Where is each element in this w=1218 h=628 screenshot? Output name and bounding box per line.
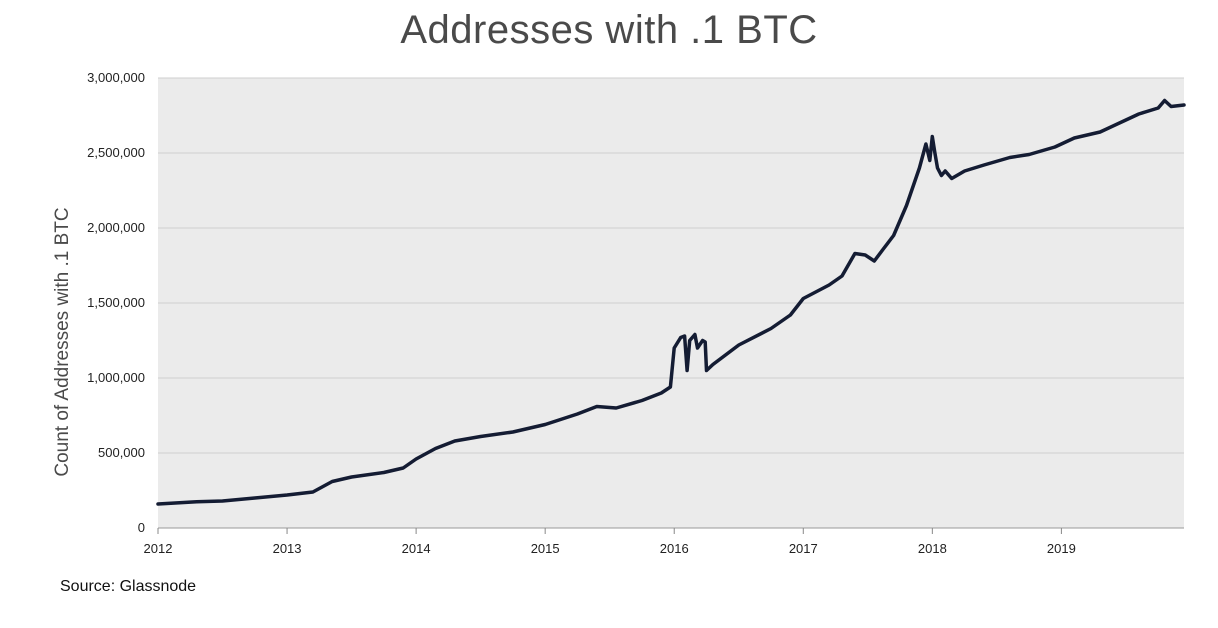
x-tick-label: 2013 [273, 541, 302, 556]
y-tick-label: 3,000,000 [87, 70, 145, 85]
x-tick-label: 2014 [402, 541, 431, 556]
y-tick-label: 2,000,000 [87, 220, 145, 235]
y-axis-ticks: 0 500,000 1,000,000 1,500,000 2,000,000 2,500… [87, 70, 145, 535]
y-tick-label: 2,500,000 [87, 145, 145, 160]
y-tick-label: 500,000 [98, 445, 145, 460]
x-tick-label: 2017 [789, 541, 818, 556]
y-tick-label: 0 [138, 520, 145, 535]
x-tick-label: 2019 [1047, 541, 1076, 556]
gridlines [158, 77, 1184, 454]
x-tick-label: 2018 [918, 541, 947, 556]
series-group [156, 98, 1186, 506]
y-axis-label: Count of Addresses with .1 BTC [52, 207, 73, 476]
chart-title: Addresses with .1 BTC [400, 8, 818, 52]
y-tick-label: 1,500,000 [87, 295, 145, 310]
x-tick-label: 2012 [144, 541, 173, 556]
y-tick-label: 1,000,000 [87, 370, 145, 385]
series-line [156, 98, 1186, 506]
x-tick-label: 2016 [660, 541, 689, 556]
x-tick-label: 2015 [531, 541, 560, 556]
source-note: Source: Glassnode [60, 578, 197, 595]
x-axis-ticks: 2012 2013 2014 2015 2016 2017 2018 2019 [144, 527, 1184, 556]
